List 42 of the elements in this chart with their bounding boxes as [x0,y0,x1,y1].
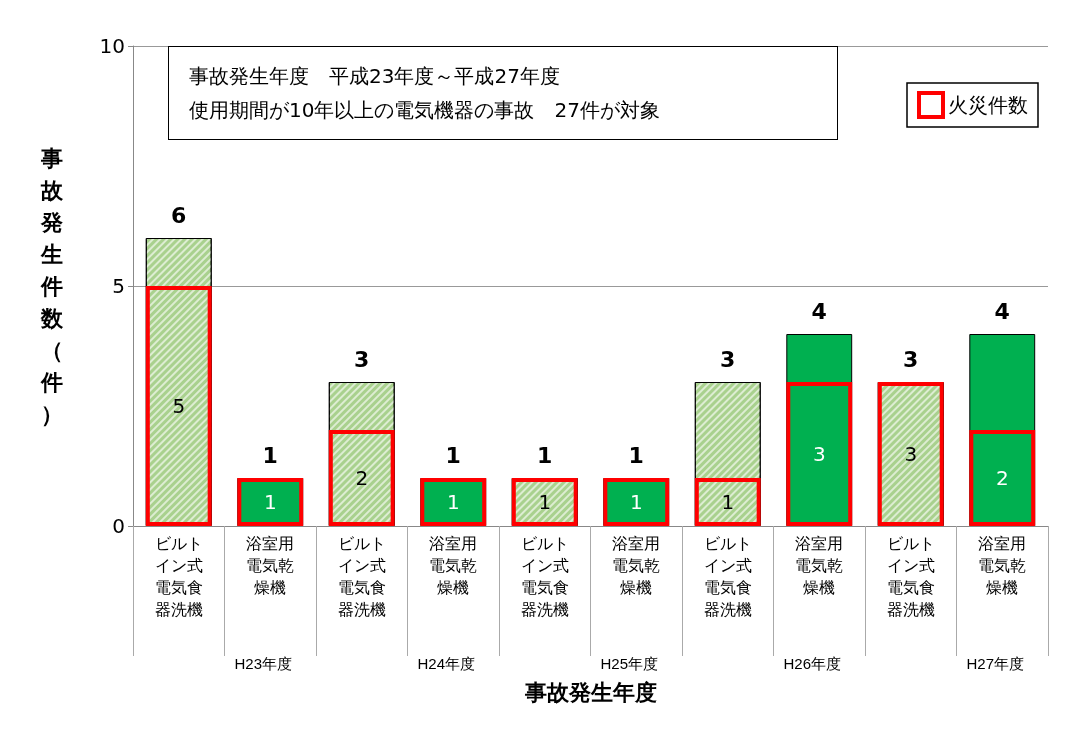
data-label: 3 [903,346,919,372]
x-tick-label: 浴室用電気乾燥機 [612,533,661,597]
x-tick-label: 浴室用電気乾燥機 [795,533,844,597]
y-tick-label: 5 [112,274,125,298]
data-label: 1 [537,442,553,468]
text: H25年度 [600,655,659,672]
data-label: 1 [538,490,552,514]
data-label: 1 [446,490,460,514]
note-box: 事故発生年度 平成23年度～平成27年度 使用期間が10年以上の電気機器の事故 27件が対象 [168,46,838,140]
data-label: 5 [172,394,186,418]
x-tick-label: ビルトイン式電気食器洗機 [154,533,203,619]
data-label: 3 [812,442,826,466]
data-label: 1 [262,442,278,468]
data-label: 1 [721,490,735,514]
text: H27年度 [966,655,1025,672]
text: H23年度 [234,655,293,672]
data-label: 1 [445,442,461,468]
data-label: 1 [628,442,644,468]
data-label: 4 [811,298,827,324]
data-label: 1 [263,490,277,514]
text: H24年度 [417,655,476,672]
x-tick-label: ビルトイン式電気食器洗機 [520,533,569,619]
data-label: 4 [994,298,1010,324]
data-label: 2 [355,466,369,490]
y-tick-label: 0 [112,514,125,538]
x-tick-label: 浴室用電気乾燥機 [429,533,478,597]
x-tick-label: ビルトイン式電気食器洗機 [337,533,386,619]
x-tick-label: ビルトイン式電気食器洗機 [703,533,752,619]
data-label: 3 [720,346,736,372]
data-label: 1 [629,490,643,514]
x-axis-title: 事故発生年度 [523,679,657,705]
x-tick-label: 浴室用電気乾燥機 [978,533,1027,597]
data-label: 3 [354,346,370,372]
x-tick-label: 浴室用電気乾燥機 [246,533,295,597]
data-label: 3 [904,442,918,466]
legend-label: 火災件数 [948,93,1028,117]
data-label: 6 [171,202,187,228]
data-label: 2 [995,466,1009,490]
y-tick-label: 10 [99,34,125,58]
text: H26年度 [783,655,842,672]
x-tick-label: ビルトイン式電気食器洗機 [886,533,935,619]
text: 事故発生件数（件） [41,145,63,427]
